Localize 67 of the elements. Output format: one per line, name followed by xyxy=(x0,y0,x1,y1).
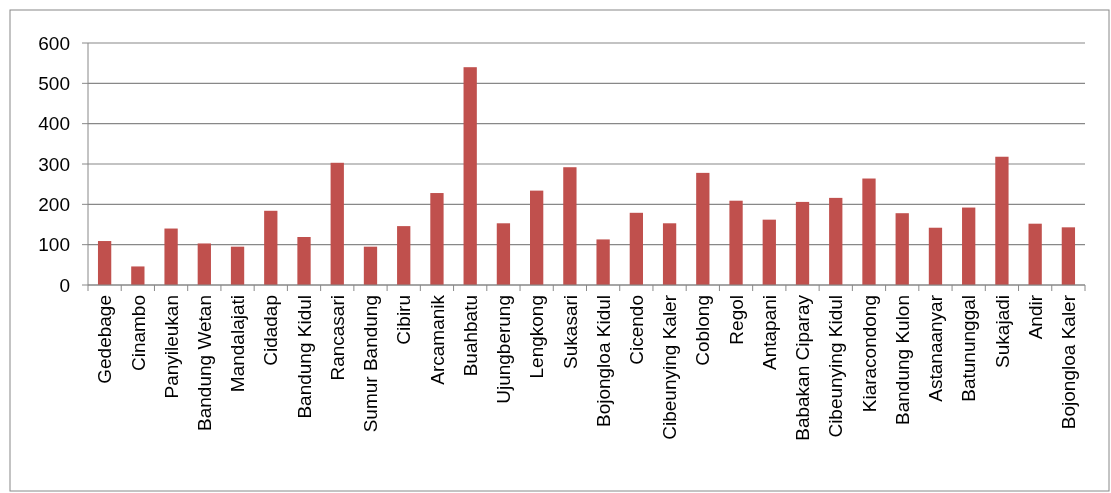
x-tick-label: Sumur Bandung xyxy=(360,295,382,433)
bar xyxy=(297,237,311,285)
bar xyxy=(795,201,810,285)
x-tick-label: Antapani xyxy=(758,295,780,371)
bar xyxy=(363,246,378,285)
x-tick-label: Coblong xyxy=(692,295,714,366)
bar xyxy=(629,212,643,285)
y-tick-label: 100 xyxy=(38,234,70,256)
bar xyxy=(596,239,610,285)
x-tick-label: Cidadap xyxy=(260,295,282,366)
y-tick-label: 600 xyxy=(38,32,70,54)
bar xyxy=(1028,223,1042,285)
y-tick-label: 300 xyxy=(38,153,70,175)
bar xyxy=(1061,227,1076,285)
bar xyxy=(463,67,477,285)
bar xyxy=(995,156,1009,285)
bar xyxy=(962,207,976,285)
x-tick-label: Gedebage xyxy=(94,295,116,384)
x-tick-label: Sukajadi xyxy=(991,295,1013,368)
bar xyxy=(164,228,178,285)
bar xyxy=(895,213,909,285)
y-tick-label: 200 xyxy=(38,193,70,215)
x-tick-label: Cibeunying Kaler xyxy=(659,294,681,440)
bar xyxy=(862,178,876,285)
x-tick-label: Bandung Kulon xyxy=(891,295,913,425)
x-tick-label: Mandalajati xyxy=(227,295,249,393)
x-tick-label: Cinambo xyxy=(127,295,149,372)
bar xyxy=(230,246,245,285)
bar xyxy=(662,223,677,285)
bar xyxy=(496,223,511,285)
bar xyxy=(330,162,344,285)
bar xyxy=(928,227,943,285)
bar xyxy=(530,190,544,285)
bar xyxy=(696,172,710,285)
x-tick-label: Ujungberung xyxy=(493,295,515,404)
x-tick-label: Bojongloa Kaler xyxy=(1058,294,1080,430)
x-tick-label: Cibeunying Kidul xyxy=(825,295,847,438)
x-tick-label: Lengkong xyxy=(526,295,548,379)
bar xyxy=(97,241,112,285)
y-tick-label: 500 xyxy=(38,72,70,94)
x-tick-label: Bojongloa Kidul xyxy=(592,295,614,428)
x-tick-label: Kiaracondong xyxy=(858,295,880,413)
x-tick-label: Buahbatu xyxy=(459,295,481,377)
x-tick-label: Bandung Kidul xyxy=(293,295,315,419)
x-tick-label: Batununggal xyxy=(958,295,980,402)
x-tick-label: Astanaanyar xyxy=(925,294,947,402)
x-tick-label: Andir xyxy=(1024,294,1046,340)
x-tick-label: Regol xyxy=(725,295,747,345)
x-tick-label: Arcamanik xyxy=(426,294,448,385)
x-tick-label: Babakan Ciparay xyxy=(792,294,814,441)
bar xyxy=(197,243,211,285)
y-tick-label: 400 xyxy=(38,113,70,135)
bar xyxy=(430,193,444,285)
bar xyxy=(563,167,577,285)
bar xyxy=(397,226,411,285)
bar xyxy=(264,210,278,285)
bar xyxy=(729,200,743,285)
bar xyxy=(762,219,776,285)
x-tick-label: Cicendo xyxy=(626,295,647,365)
x-tick-label: Cibiru xyxy=(393,295,415,345)
x-tick-label: Bandung Wetan xyxy=(193,295,215,431)
bar xyxy=(829,197,843,285)
x-tick-label: Rancasari xyxy=(326,295,348,381)
y-tick-label: 0 xyxy=(59,274,70,296)
x-tick-label: Panyileukan xyxy=(160,295,182,399)
bar xyxy=(131,266,145,285)
x-tick-label: Sukasari xyxy=(559,295,581,369)
